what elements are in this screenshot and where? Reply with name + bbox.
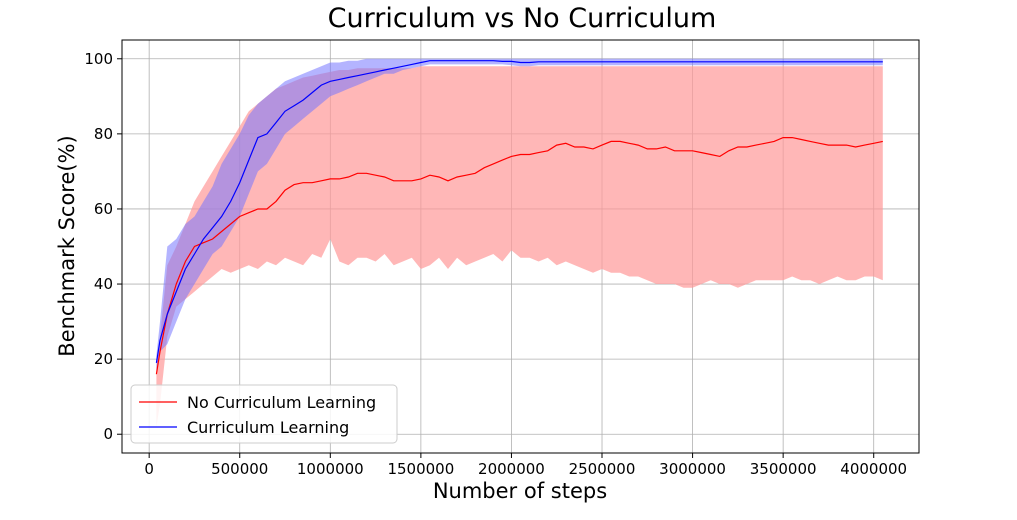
legend: No Curriculum Learning Curriculum Learni… (130, 384, 398, 444)
y-tick-label: 40 (94, 275, 113, 293)
x-tick-label: 3500000 (750, 460, 817, 478)
ticks-layer: 0 500000 1000000 1500000 2000000 2500000 30000… (84, 50, 907, 478)
chart-title: Curriculum vs No Curriculum (328, 3, 717, 34)
y-tick-label: 100 (84, 50, 113, 68)
x-tick-label: 2000000 (478, 460, 545, 478)
y-tick-label: 80 (94, 125, 113, 143)
y-tick-label: 0 (103, 425, 113, 443)
legend-label-curriculum: Curriculum Learning (187, 418, 349, 437)
x-tick-label: 0 (144, 460, 154, 478)
series-layer (155, 58, 883, 427)
legend-label-no-curriculum: No Curriculum Learning (187, 393, 376, 412)
y-tick-label: 60 (94, 200, 113, 218)
x-tick-label: 1000000 (297, 460, 364, 478)
legend-box (130, 384, 398, 444)
x-tick-label: 1500000 (387, 460, 454, 478)
y-tick-label: 20 (94, 350, 113, 368)
x-tick-label: 500000 (211, 460, 268, 478)
plot-frame (121, 39, 920, 454)
x-tick-label: 4000000 (840, 460, 907, 478)
x-tick-label: 2500000 (569, 460, 636, 478)
curriculum-mean-line (155, 60, 883, 363)
no-curriculum-band (156, 66, 883, 427)
x-tick-label: 3000000 (659, 460, 726, 478)
x-axis-label: Number of steps (433, 479, 607, 503)
no-curriculum-mean-line (155, 137, 883, 375)
y-axis-label: Benchmark Score(%) (55, 135, 79, 356)
